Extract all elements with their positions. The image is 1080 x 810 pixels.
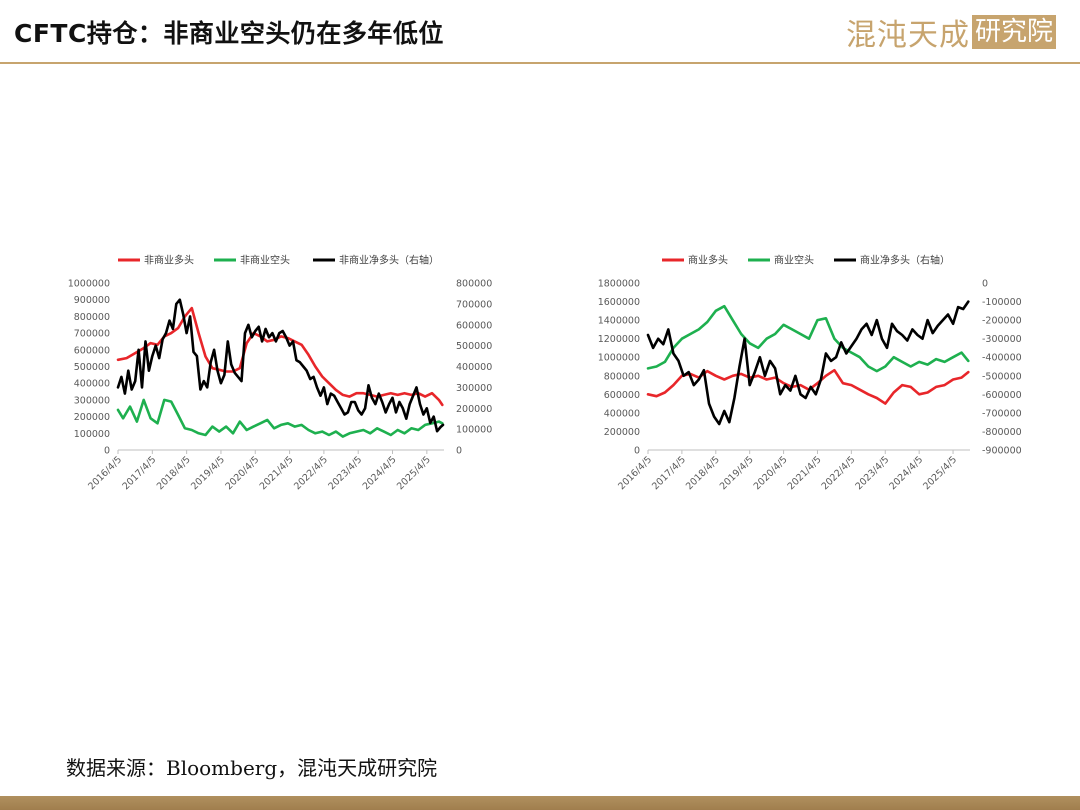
x-tick-label: 2022/4/5 — [820, 454, 858, 492]
y-left-tick-label: 400000 — [74, 379, 110, 390]
y-right-tick-label: 100000 — [456, 425, 492, 436]
chart-1: 0 100000 200000 300000 400000 500000 600000 700… — [68, 254, 493, 493]
x-tick-label: 2020/4/5 — [223, 454, 261, 492]
y-right-tick-label: 600000 — [456, 320, 492, 331]
y-right-tick-label: 700000 — [456, 299, 492, 310]
series-line-2 — [646, 304, 970, 373]
logo-text: 混沌天成 — [846, 18, 970, 53]
series-line-1 — [116, 306, 444, 407]
y-right-tick-label: -100000 — [982, 297, 1022, 308]
x-tick-label: 2017/4/5 — [120, 454, 158, 492]
legend-label: 商业多头 — [688, 254, 728, 267]
y-left-tick-label: 1400000 — [598, 316, 640, 327]
y-right-tick-label: 0 — [456, 446, 462, 457]
y-left-tick-label: 800000 — [74, 312, 110, 323]
x-tick-label: 2023/4/5 — [326, 454, 364, 492]
data-source: 数据来源：Bloomberg，混沌天成研究院 — [66, 756, 438, 780]
y-left-tick-label: 100000 — [74, 429, 110, 440]
series-line-3 — [116, 298, 445, 433]
y-right-tick-label: 200000 — [456, 404, 492, 415]
x-tick-label: 2021/4/5 — [786, 454, 824, 492]
y-left-tick-label: 1000000 — [68, 279, 110, 290]
y-right-tick-label: 0 — [982, 279, 988, 290]
x-tick-label: 2025/4/5 — [395, 454, 433, 492]
legend-label: 商业净多头（右轴） — [860, 254, 950, 267]
x-tick-label: 2023/4/5 — [853, 454, 891, 492]
y-left-tick-label: 700000 — [74, 329, 110, 340]
y-right-tick-label: -400000 — [982, 353, 1022, 364]
y-left-tick-label: 0 — [104, 446, 110, 457]
y-right-tick-label: -200000 — [982, 316, 1022, 327]
x-tick-label: 2024/4/5 — [361, 454, 399, 492]
legend-label: 非商业空头 — [240, 254, 290, 267]
y-left-tick-label: 600000 — [604, 390, 640, 401]
y-right-tick-label: 400000 — [456, 362, 492, 373]
x-tick-label: 2019/4/5 — [718, 454, 756, 492]
footer-bar — [0, 796, 1080, 810]
chart-2: 0 200000 400000 600000 800000 1000000 1200000 1… — [598, 254, 1022, 493]
x-tick-label: 2025/4/5 — [921, 454, 959, 492]
y-left-tick-label: 300000 — [74, 395, 110, 406]
x-tick-label: 2019/4/5 — [189, 454, 227, 492]
y-left-tick-label: 200000 — [74, 412, 110, 423]
header-divider — [0, 62, 1080, 64]
series-line-2 — [116, 398, 444, 438]
y-right-tick-label: -800000 — [982, 427, 1022, 438]
y-left-tick-label: 1200000 — [598, 334, 640, 345]
series-line-3 — [646, 300, 970, 426]
legend-label: 非商业多头 — [144, 254, 194, 267]
y-right-tick-label: -700000 — [982, 408, 1022, 419]
x-tick-label: 2020/4/5 — [752, 454, 790, 492]
page-title: CFTC持仓：非商业空头仍在多年低位 — [14, 19, 444, 48]
y-left-tick-label: 500000 — [74, 362, 110, 373]
x-tick-label: 2024/4/5 — [887, 454, 925, 492]
y-left-tick-label: 800000 — [604, 371, 640, 382]
x-tick-label: 2016/4/5 — [616, 454, 654, 492]
y-right-tick-label: -600000 — [982, 390, 1022, 401]
legend-label: 非商业净多头（右轴） — [339, 254, 439, 267]
x-tick-label: 2018/4/5 — [155, 454, 193, 492]
y-left-tick-label: 1000000 — [598, 353, 640, 364]
y-right-tick-label: -500000 — [982, 371, 1022, 382]
y-right-tick-label: -900000 — [982, 446, 1022, 457]
y-left-tick-label: 200000 — [604, 427, 640, 438]
brand-logo: 混沌天成 研究院 — [846, 12, 1057, 53]
y-left-tick-label: 600000 — [74, 345, 110, 356]
x-tick-label: 2018/4/5 — [684, 454, 722, 492]
series-line-1 — [646, 368, 970, 405]
y-right-tick-label: 800000 — [456, 279, 492, 290]
y-right-tick-label: -300000 — [982, 334, 1022, 345]
y-right-tick-label: 300000 — [456, 383, 492, 394]
y-left-tick-label: 1800000 — [598, 279, 640, 290]
y-right-tick-label: 500000 — [456, 341, 492, 352]
legend-label: 商业空头 — [774, 254, 814, 267]
y-left-tick-label: 400000 — [604, 408, 640, 419]
logo-box: 研究院 — [972, 15, 1057, 49]
x-tick-label: 2017/4/5 — [650, 454, 688, 492]
y-left-tick-label: 1600000 — [598, 297, 640, 308]
x-tick-label: 2021/4/5 — [258, 454, 296, 492]
y-left-tick-label: 0 — [634, 446, 640, 457]
x-tick-label: 2016/4/5 — [86, 454, 124, 492]
x-tick-label: 2022/4/5 — [292, 454, 330, 492]
y-left-tick-label: 900000 — [74, 295, 110, 306]
